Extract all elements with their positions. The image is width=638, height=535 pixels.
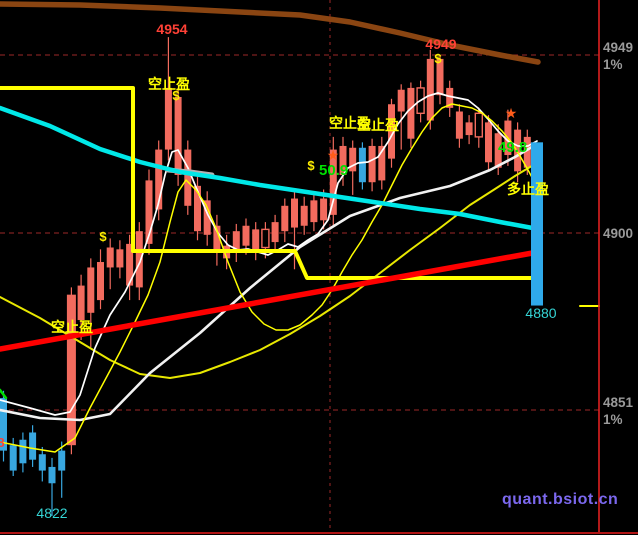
candle-body [174,96,182,175]
candle-body [494,133,502,168]
candle-body [358,147,366,183]
candle-body [320,198,328,221]
last-bar-layer [531,142,543,306]
y-axis-label: 1% [603,412,623,427]
candle-body [397,89,405,112]
candle-body [485,122,492,163]
dollar-signal-3: $ [307,158,315,173]
candle-body [106,247,114,268]
y-axis-label: 4851 [603,395,634,410]
candles-layer [0,37,531,516]
short-takeprofit-label-1: 空止盈 [148,76,190,92]
candle-body [426,58,434,121]
candle-body [388,104,395,159]
short-takeprofit-label-3: 空止盈 [357,117,399,133]
candle-body [291,198,298,228]
short-takeprofit-label-4: 空止盈 [51,319,93,335]
dollar-signal-4: $ [99,229,107,244]
candle-body [145,180,153,244]
candle-body [465,122,473,136]
candle-body [126,243,134,286]
ma-cyan [0,105,541,232]
gridlines-layer [0,0,599,533]
candle-body [116,249,124,268]
candle-body [232,231,240,252]
candle-body [455,111,463,139]
y-axis-label: 1% [603,57,623,72]
trend-red [0,249,541,352]
candle-body [271,222,279,243]
candle-body-hollow [474,112,483,138]
candle-body-hollow [261,228,270,249]
edge-green-fragment [0,388,8,400]
candle-body [0,398,7,451]
indicator-value-49-8: 49.8 [498,139,527,156]
candle-body [77,285,85,321]
candle-body [184,149,192,206]
candle-body [329,149,337,215]
candle-body [242,225,250,246]
candle-body [48,466,56,484]
short-takeprofit-label-2: 空止盈 [329,115,371,131]
ma-white-fast [0,92,538,416]
candle-body [66,294,76,446]
indicator-lines-layer [0,1,600,453]
last-price-label: 4880 [525,305,556,321]
candle-body [194,185,201,232]
candle-body [58,450,66,471]
watermark: quant.bsiot.cn [502,491,619,508]
candle-body [310,200,318,223]
low-price-label: 4822 [36,505,67,521]
candle-body [300,205,308,226]
star-marker-1: ★ [327,147,340,163]
candle-body [19,439,27,464]
candle-body [135,231,143,288]
peak-price-label: 4949 [425,36,456,52]
candle-body [378,145,386,181]
candle-body [368,145,376,183]
candle-body [407,87,415,139]
candle-body [523,136,531,168]
candle-body [9,445,17,471]
candle-body [87,267,95,313]
dollar-signal-1: $ [172,88,180,103]
candle-body [252,229,260,250]
candle-body [339,145,347,175]
indicator-value-50-9: 50.9 [319,162,348,179]
candle-body [203,200,211,235]
candle-body [514,129,522,172]
stop-line-yellow [0,86,540,280]
candle-body [97,262,104,301]
trend-brown [0,1,541,65]
dollar-signal-2: $ [434,51,442,66]
y-axis-label: 4949 [603,40,633,55]
edge-red-fragment: 8 [0,435,5,450]
candle-body [164,87,172,150]
candle-body [38,454,46,471]
candle-body [213,225,221,250]
long-takeprofit-label: 多止盈 [507,181,549,197]
ma-yellow-fast [0,103,539,453]
candle-body [531,142,543,306]
y-axis-label: 4900 [603,226,633,241]
candle-body [446,87,454,108]
high-price-label: 4954 [156,21,187,37]
star-marker-2: ★ [505,105,518,121]
candle-body [349,147,357,172]
candle-body [29,432,37,460]
candle-body [281,205,289,232]
candle-body [436,58,444,96]
candle-body [155,149,163,210]
